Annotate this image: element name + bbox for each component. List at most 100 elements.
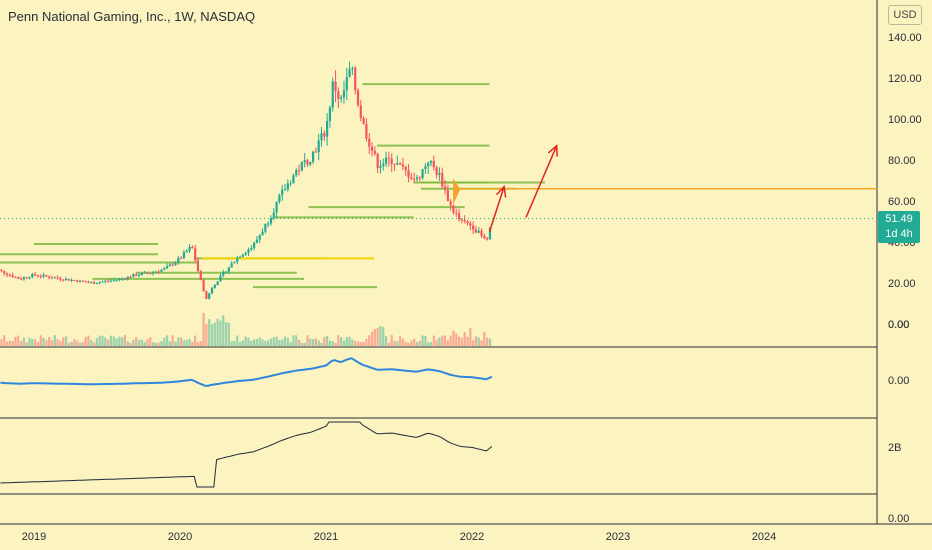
volume-bar <box>213 322 216 346</box>
volume-bar <box>165 335 169 346</box>
candle-body <box>171 264 174 266</box>
candle-body <box>98 282 101 284</box>
candle-body <box>92 282 96 284</box>
candle-body <box>401 164 405 167</box>
volume-bar <box>227 322 230 346</box>
candle-body <box>22 277 25 280</box>
candle-body <box>109 280 113 282</box>
time-tick-label: 2019 <box>22 531 46 543</box>
candle-body <box>331 81 334 108</box>
volume-bar <box>53 335 56 346</box>
volume-bar <box>480 340 483 346</box>
candle-body <box>466 221 469 224</box>
volume-bar <box>283 336 287 346</box>
projection-arrows[interactable] <box>488 144 558 232</box>
volume-bar <box>238 341 242 346</box>
candle-body <box>185 251 188 253</box>
volume-bar <box>5 341 9 346</box>
candle-body <box>365 124 368 139</box>
volume-bar <box>224 322 228 346</box>
volume-bar <box>132 339 135 346</box>
volume-bar <box>84 336 87 346</box>
candle-body <box>463 219 466 222</box>
volume-bar <box>135 337 138 346</box>
candle-body <box>323 133 326 137</box>
volume-bar <box>123 335 127 346</box>
volume-bar <box>31 339 34 346</box>
volume-bar <box>64 336 68 346</box>
candle-body <box>457 213 461 220</box>
bar-countdown: 1d 4h <box>885 228 913 240</box>
candle-body <box>180 257 183 259</box>
candle-body <box>247 249 250 253</box>
candle-body <box>222 271 225 276</box>
volume-bar <box>149 337 152 346</box>
orange-zone <box>453 178 461 206</box>
volume-bar <box>129 342 132 346</box>
volume-bar <box>303 342 306 346</box>
volume-bar <box>460 337 463 346</box>
volume-bar <box>320 342 323 346</box>
volume-bar <box>210 324 214 346</box>
candle-body <box>76 280 79 282</box>
volume-bar <box>418 340 421 346</box>
volume-bar <box>415 342 419 346</box>
candle-body <box>443 186 447 190</box>
volume-bar <box>171 335 174 346</box>
volume-bar <box>19 341 23 346</box>
chart-title: Penn National Gaming, Inc., 1W, NASDAQ <box>8 9 256 24</box>
candle-body <box>297 169 301 171</box>
candle-body <box>95 283 98 285</box>
candle-body <box>348 69 351 78</box>
candle-body <box>314 151 317 153</box>
candle-body <box>460 219 463 221</box>
currency-button[interactable]: USD <box>888 5 922 25</box>
candle-body <box>413 178 416 180</box>
candle-body <box>449 201 452 206</box>
volume-bar <box>309 338 312 346</box>
volume-bar <box>42 337 45 346</box>
candle-body <box>14 277 17 279</box>
volume-bar <box>247 337 250 346</box>
volume-bar <box>17 335 20 346</box>
candle-body <box>238 256 242 258</box>
candle-body <box>359 105 362 118</box>
volume-bar <box>107 339 110 346</box>
volume-bar <box>59 340 62 346</box>
volume-bar <box>50 340 54 346</box>
candle-body <box>320 133 323 141</box>
volume-bar <box>446 340 449 346</box>
volume-bar <box>429 342 433 346</box>
horizontal-ray[interactable] <box>0 187 877 219</box>
volume-bar <box>370 331 374 346</box>
arrow-head <box>547 144 558 157</box>
candle-body <box>143 272 146 274</box>
candle-body <box>289 183 292 185</box>
candle-body <box>78 280 82 282</box>
volume-bar <box>269 338 273 346</box>
price-tick-label: 60.00 <box>888 196 916 208</box>
candle-body <box>446 189 449 202</box>
candle-body <box>191 246 194 249</box>
time-axis[interactable]: 2019 2020 2021 2022 2023 2024 <box>22 531 776 543</box>
time-tick-label: 2022 <box>460 531 484 543</box>
volume-bar <box>331 341 334 346</box>
volume-bar <box>115 338 118 346</box>
candle-body <box>25 277 28 279</box>
candle-body <box>62 279 65 281</box>
volume-bar <box>469 327 472 346</box>
volume-bar <box>295 335 298 346</box>
candle-body <box>174 262 177 265</box>
candle-body <box>39 276 42 278</box>
candle-body <box>286 183 289 190</box>
volume-bar <box>168 341 171 346</box>
price-axis[interactable]: 140.00120.00100.0080.0060.0040.0020.000.… <box>888 32 922 525</box>
volume-bar <box>90 340 93 346</box>
candle-body <box>399 163 402 165</box>
candle-body <box>452 205 455 213</box>
candle-body <box>135 274 138 276</box>
volume-bar <box>342 340 346 346</box>
candle-body <box>202 279 205 292</box>
volume-bar <box>354 340 357 346</box>
